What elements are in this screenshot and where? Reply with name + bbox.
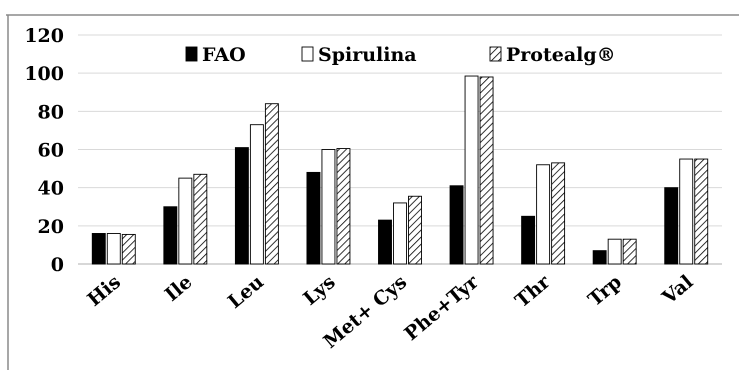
bar-hatched-7: [622, 238, 637, 265]
bar-solid-5: [449, 185, 464, 265]
bars: [91, 75, 709, 265]
bar-solid-4: [378, 219, 392, 265]
bar-white-8: [679, 158, 694, 265]
bar-white-1: [178, 177, 193, 265]
x-tick-label: His: [83, 271, 125, 311]
bar-solid-0: [91, 233, 106, 265]
bar-hatched-1: [193, 173, 208, 265]
legend-label-1: Spirulina: [318, 44, 417, 66]
legend-swatch-0: [185, 46, 198, 62]
x-tick-label: Val: [658, 271, 698, 309]
x-tick-label: Phe+Tyr: [400, 270, 483, 345]
legend-swatch-2: [489, 46, 502, 62]
bar-hatched-6: [551, 162, 566, 265]
bar-hatched-0: [121, 233, 136, 265]
x-tick-label: Leu: [224, 271, 268, 313]
x-tick-label: Thr: [511, 270, 555, 312]
y-tick-label: 20: [38, 216, 64, 238]
y-tick-label: 0: [51, 254, 64, 276]
legend-label-0: FAO: [202, 44, 246, 66]
bar-white-4: [393, 202, 407, 265]
bar-solid-3: [306, 171, 321, 265]
bar-hatched-5: [479, 76, 494, 265]
bar-white-5: [464, 75, 479, 265]
bar-solid-1: [163, 206, 178, 265]
bar-hatched-3: [336, 148, 351, 265]
bar-solid-7: [592, 250, 607, 265]
x-tick-label: Ile: [161, 271, 197, 306]
bar-solid-8: [664, 187, 679, 265]
bar-white-3: [321, 149, 336, 265]
bar-white-2: [249, 124, 264, 265]
y-tick-label: 40: [38, 178, 64, 200]
bar-white-7: [607, 238, 622, 265]
bar-solid-6: [521, 215, 536, 265]
y-tick-label: 120: [24, 25, 64, 47]
x-tick-label: Lys: [299, 271, 340, 310]
bar-white-6: [536, 164, 551, 265]
legend-swatch-1: [301, 46, 314, 62]
y-tick-label: 100: [24, 63, 64, 85]
bar-hatched-4: [408, 195, 422, 265]
legend: FAO Spirulina Protealg®: [185, 44, 616, 66]
y-tick-label: 60: [38, 140, 64, 162]
bar-hatched-2: [264, 103, 279, 265]
y-tick-label: 80: [38, 101, 64, 123]
bar-solid-2: [234, 147, 249, 265]
legend-label-2: Protealg®: [506, 44, 616, 66]
bar-white-0: [106, 233, 121, 265]
bar-hatched-8: [694, 158, 709, 265]
x-tick-label: Trp: [584, 271, 626, 311]
